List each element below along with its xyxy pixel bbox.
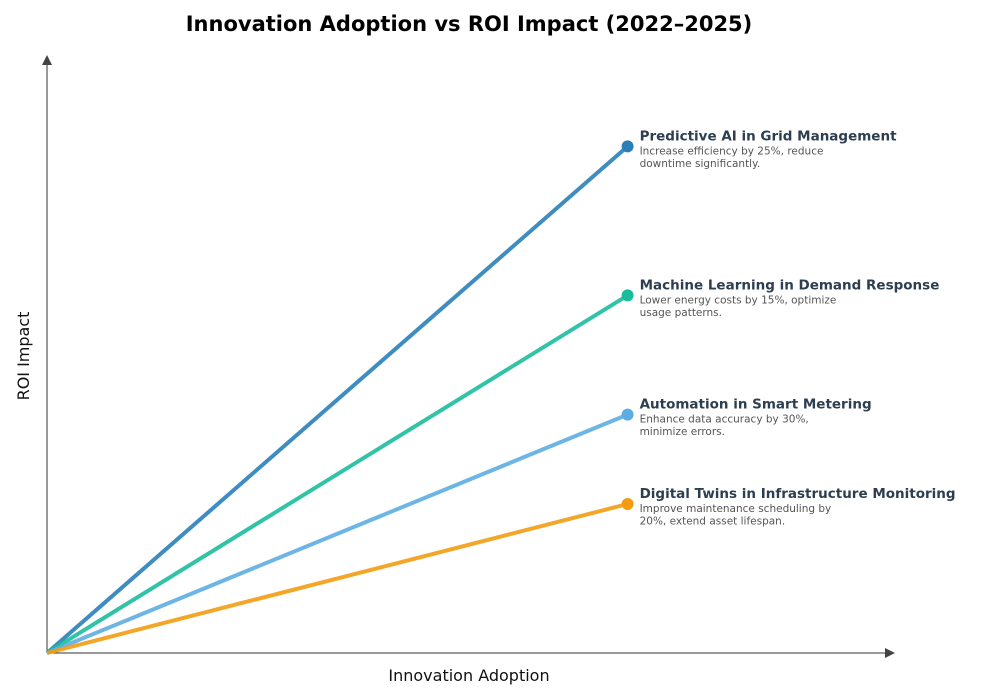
series-endpoint bbox=[621, 408, 634, 421]
chart-title: Innovation Adoption vs ROI Impact (2022–… bbox=[186, 12, 753, 36]
annotation-title: Automation in Smart Metering bbox=[640, 397, 872, 413]
series-line bbox=[45, 144, 629, 655]
series-endpoint bbox=[621, 289, 634, 302]
annotation-description: 20%, extend asset lifespan. bbox=[640, 516, 786, 528]
annotation-description: minimize errors. bbox=[640, 426, 725, 438]
series-1: Machine Learning in Demand ResponseLower… bbox=[45, 277, 940, 655]
series-line bbox=[46, 412, 629, 655]
annotation-title: Predictive AI in Grid Management bbox=[640, 128, 897, 144]
annotation-description: Improve maintenance scheduling by bbox=[640, 503, 832, 515]
series-line bbox=[45, 293, 629, 655]
series-0: Predictive AI in Grid ManagementIncrease… bbox=[45, 128, 897, 655]
annotation-title: Digital Twins in Infrastructure Monitori… bbox=[640, 486, 956, 502]
y-axis-label: ROI Impact bbox=[14, 312, 33, 401]
y-axis-arrow-icon bbox=[42, 55, 52, 65]
annotation-title: Machine Learning in Demand Response bbox=[640, 277, 940, 293]
x-axis-label: Innovation Adoption bbox=[388, 666, 549, 685]
annotation-description: Enhance data accuracy by 30%, bbox=[640, 414, 809, 426]
series-endpoint bbox=[621, 498, 634, 510]
annotation-description: downtime significantly. bbox=[640, 158, 761, 170]
annotation-description: usage patterns. bbox=[640, 307, 722, 319]
annotation-description: Increase efficiency by 25%, reduce bbox=[640, 145, 824, 157]
series-endpoint bbox=[621, 140, 634, 153]
y-axis bbox=[42, 55, 52, 653]
annotation-description: Lower energy costs by 15%, optimize bbox=[640, 294, 837, 306]
x-axis bbox=[47, 648, 895, 658]
x-axis-arrow-icon bbox=[885, 648, 895, 658]
series-3: Digital Twins in Infrastructure Monitori… bbox=[46, 486, 956, 655]
series-line bbox=[46, 502, 629, 655]
